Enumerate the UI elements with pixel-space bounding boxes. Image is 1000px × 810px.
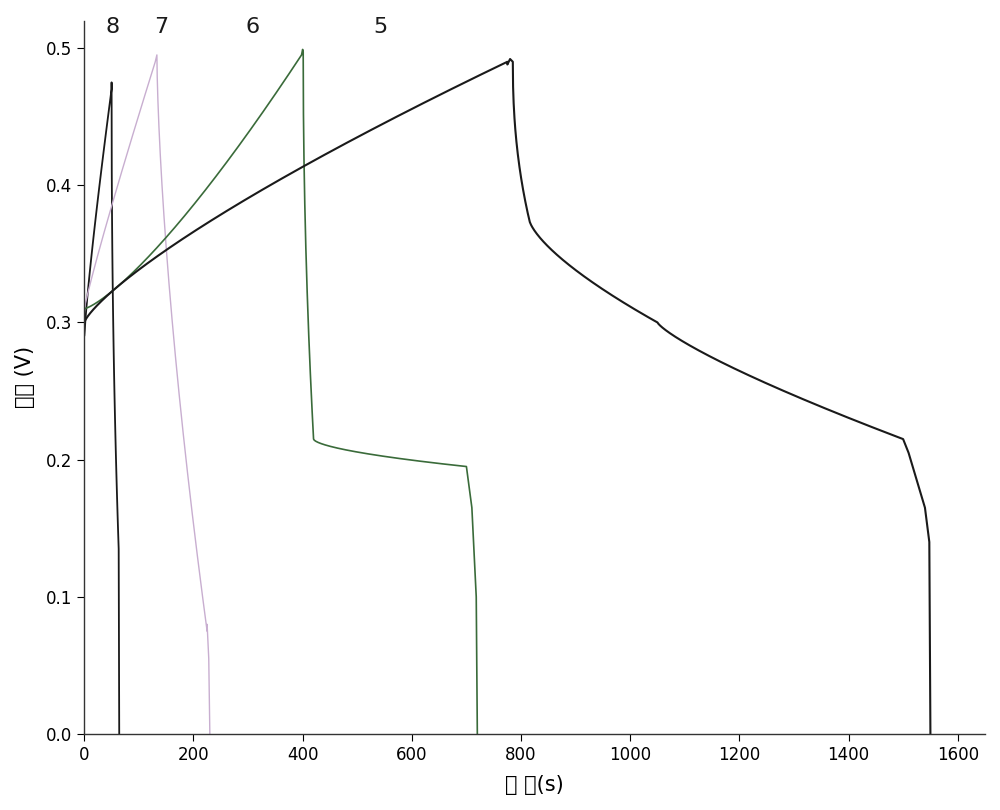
Y-axis label: 电压 (V): 电压 (V) <box>15 347 35 408</box>
Text: 6: 6 <box>245 17 259 37</box>
Text: 7: 7 <box>154 17 168 37</box>
Text: 8: 8 <box>106 17 120 37</box>
Text: 5: 5 <box>374 17 388 37</box>
X-axis label: 时 间(s): 时 间(s) <box>505 775 564 795</box>
